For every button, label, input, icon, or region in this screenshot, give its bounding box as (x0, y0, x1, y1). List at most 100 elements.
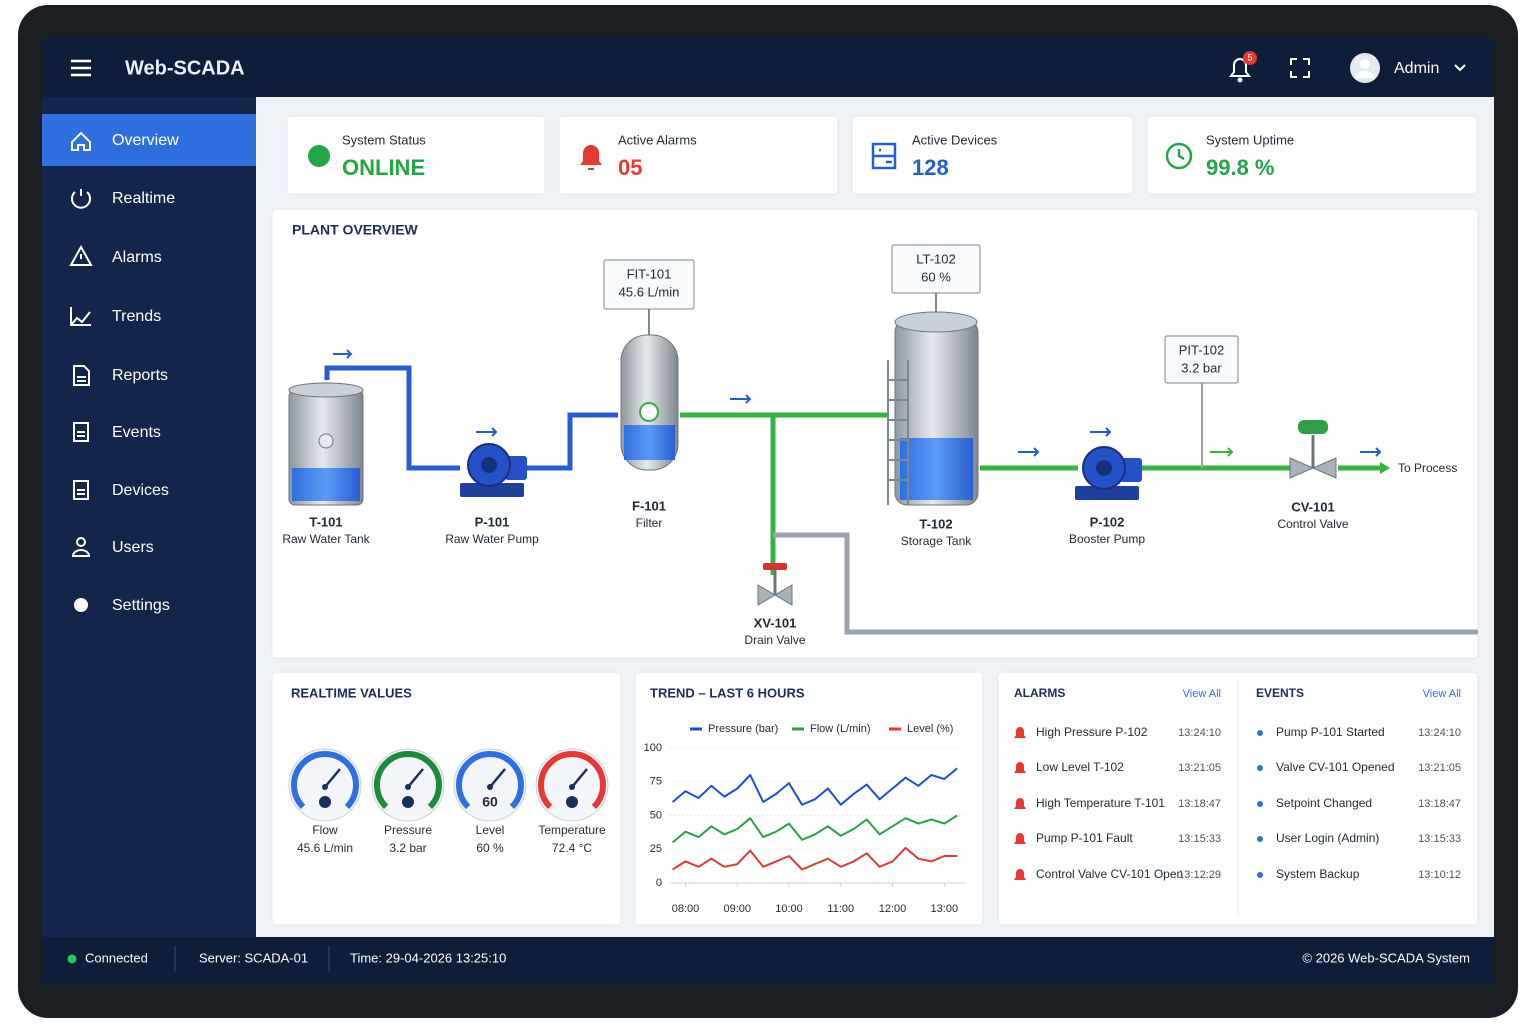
view-all-link[interactable]: View All (1423, 688, 1461, 700)
card-icon (871, 142, 897, 170)
nav-item[interactable]: Reports (73, 365, 168, 386)
log-time: 13:21:05 (1178, 762, 1221, 774)
gauge-arc (456, 751, 524, 810)
instrument-tag: PIT-102 (1179, 342, 1225, 357)
gauge-arc (538, 751, 606, 810)
gauge-arc (291, 751, 359, 810)
menu-button[interactable] (71, 59, 91, 77)
panel-title: PLANT OVERVIEW (292, 222, 419, 238)
log-text: Pump P-101 Fault (1036, 831, 1133, 845)
y-tick-label: 25 (650, 843, 662, 855)
server: Server: SCADA-01 (199, 950, 308, 965)
x-tick-label: 10:00 (775, 903, 803, 915)
y-tick-label: 75 (650, 776, 662, 788)
user-menu[interactable]: Admin (1350, 53, 1466, 83)
equipment-tag: P-101 (475, 514, 510, 529)
log-text: Valve CV-101 Opened (1276, 760, 1395, 774)
gauge-icon (566, 796, 578, 808)
y-tick-label: 100 (644, 742, 662, 754)
equipment-tag: CV-101 (1291, 499, 1334, 514)
card-bg (286, 115, 546, 195)
card-label: System Status (342, 132, 426, 147)
tank-t102 (887, 311, 979, 506)
instrument-box (603, 259, 695, 310)
x-tick-label: 09:00 (724, 903, 752, 915)
nav-item[interactable]: Realtime (71, 189, 175, 209)
gauge-needle (571, 768, 588, 788)
nav-icon (73, 480, 89, 500)
gauge: Temperature 72.4 °C (535, 748, 609, 855)
nav-item[interactable]: Settings (74, 597, 170, 614)
view-all-link[interactable]: View All (1183, 688, 1221, 700)
gauge-reading: 72.4 °C (552, 841, 592, 855)
nav-item[interactable]: Trends (70, 307, 161, 326)
alarm-icon (1014, 762, 1026, 773)
nav-item[interactable]: Overview (42, 114, 256, 166)
y-tick-label: 50 (650, 809, 662, 821)
gauge-hub (322, 784, 328, 790)
x-tick-label: 11:00 (827, 903, 854, 915)
log-text: Low Level T-102 (1036, 760, 1124, 774)
equipment-name: Raw Water Pump (445, 532, 539, 546)
gauge-dial: 60 (482, 794, 498, 810)
nav-item[interactable]: Alarms (69, 244, 162, 266)
card-label: Active Alarms (618, 132, 697, 147)
equipment-name: Booster Pump (1069, 532, 1145, 546)
nav-label: Events (112, 424, 161, 441)
clock: Time: 29-04-2026 13:25:10 (350, 950, 506, 965)
log-time: 13:21:05 (1418, 762, 1461, 774)
nav-icon (70, 307, 91, 326)
event-bullet (1257, 801, 1263, 807)
nav-icon (69, 244, 93, 266)
trend-line (671, 814, 958, 844)
alarm-icon (1014, 798, 1026, 809)
gauge-hub (569, 784, 575, 790)
panel-title: TREND – LAST 6 HOURS (650, 685, 805, 700)
valve-xv101 (757, 563, 793, 606)
equipment-name: Storage Tank (901, 534, 972, 548)
equipment-tag: T-102 (919, 516, 952, 531)
status-card: Active Devices 128 (851, 115, 1134, 195)
notifications[interactable]: 5 (1229, 51, 1257, 83)
event-bullet (1257, 765, 1263, 771)
gauge-label: Flow (312, 823, 338, 837)
log-time: 13:24:10 (1178, 727, 1221, 739)
gauge-icon (402, 796, 414, 808)
nav-item[interactable]: Users (71, 537, 154, 557)
log-time: 13:18:47 (1178, 798, 1221, 810)
pump-p101 (460, 443, 527, 497)
log-time: 13:15:33 (1418, 833, 1461, 845)
x-tick-label: 08:00 (672, 903, 700, 915)
panel-title: EVENTS (1256, 686, 1304, 700)
nav-icon (73, 365, 90, 386)
gauge: Flow 45.6 L/min (288, 748, 362, 855)
legend-label: Level (%) (907, 723, 953, 735)
fullscreen-button[interactable] (1290, 58, 1310, 78)
nav-label: Realtime (112, 190, 175, 207)
nav-item[interactable]: Events (73, 422, 161, 442)
equipment-tag: F-101 (632, 498, 666, 513)
nav-icon (73, 422, 89, 442)
nav-item[interactable]: Devices (73, 480, 169, 500)
card-bg (851, 115, 1134, 195)
nav-icon (74, 598, 88, 613)
user-name: Admin (1394, 60, 1439, 77)
gauge: Pressure 3.2 bar (371, 748, 445, 855)
nav-label: Trends (112, 308, 161, 325)
gauge-label: Level (476, 823, 505, 837)
flow-arrows (333, 349, 1382, 457)
card-bg (558, 115, 839, 195)
sidebar (42, 97, 256, 937)
log-text: Pump P-101 Started (1276, 725, 1385, 739)
log-text: User Login (Admin) (1276, 831, 1379, 845)
equipment-name: Drain Valve (744, 633, 805, 647)
nav-label: Reports (112, 367, 168, 384)
panel-title: REALTIME VALUES (291, 685, 412, 700)
status-card: System Uptime 99.8 % (1146, 115, 1478, 195)
gauge-needle (489, 768, 506, 788)
nav-label: Overview (112, 132, 179, 149)
gauge-icon (319, 796, 331, 808)
gauge-reading: 45.6 L/min (297, 841, 353, 855)
gauge-label: Temperature (538, 823, 606, 837)
